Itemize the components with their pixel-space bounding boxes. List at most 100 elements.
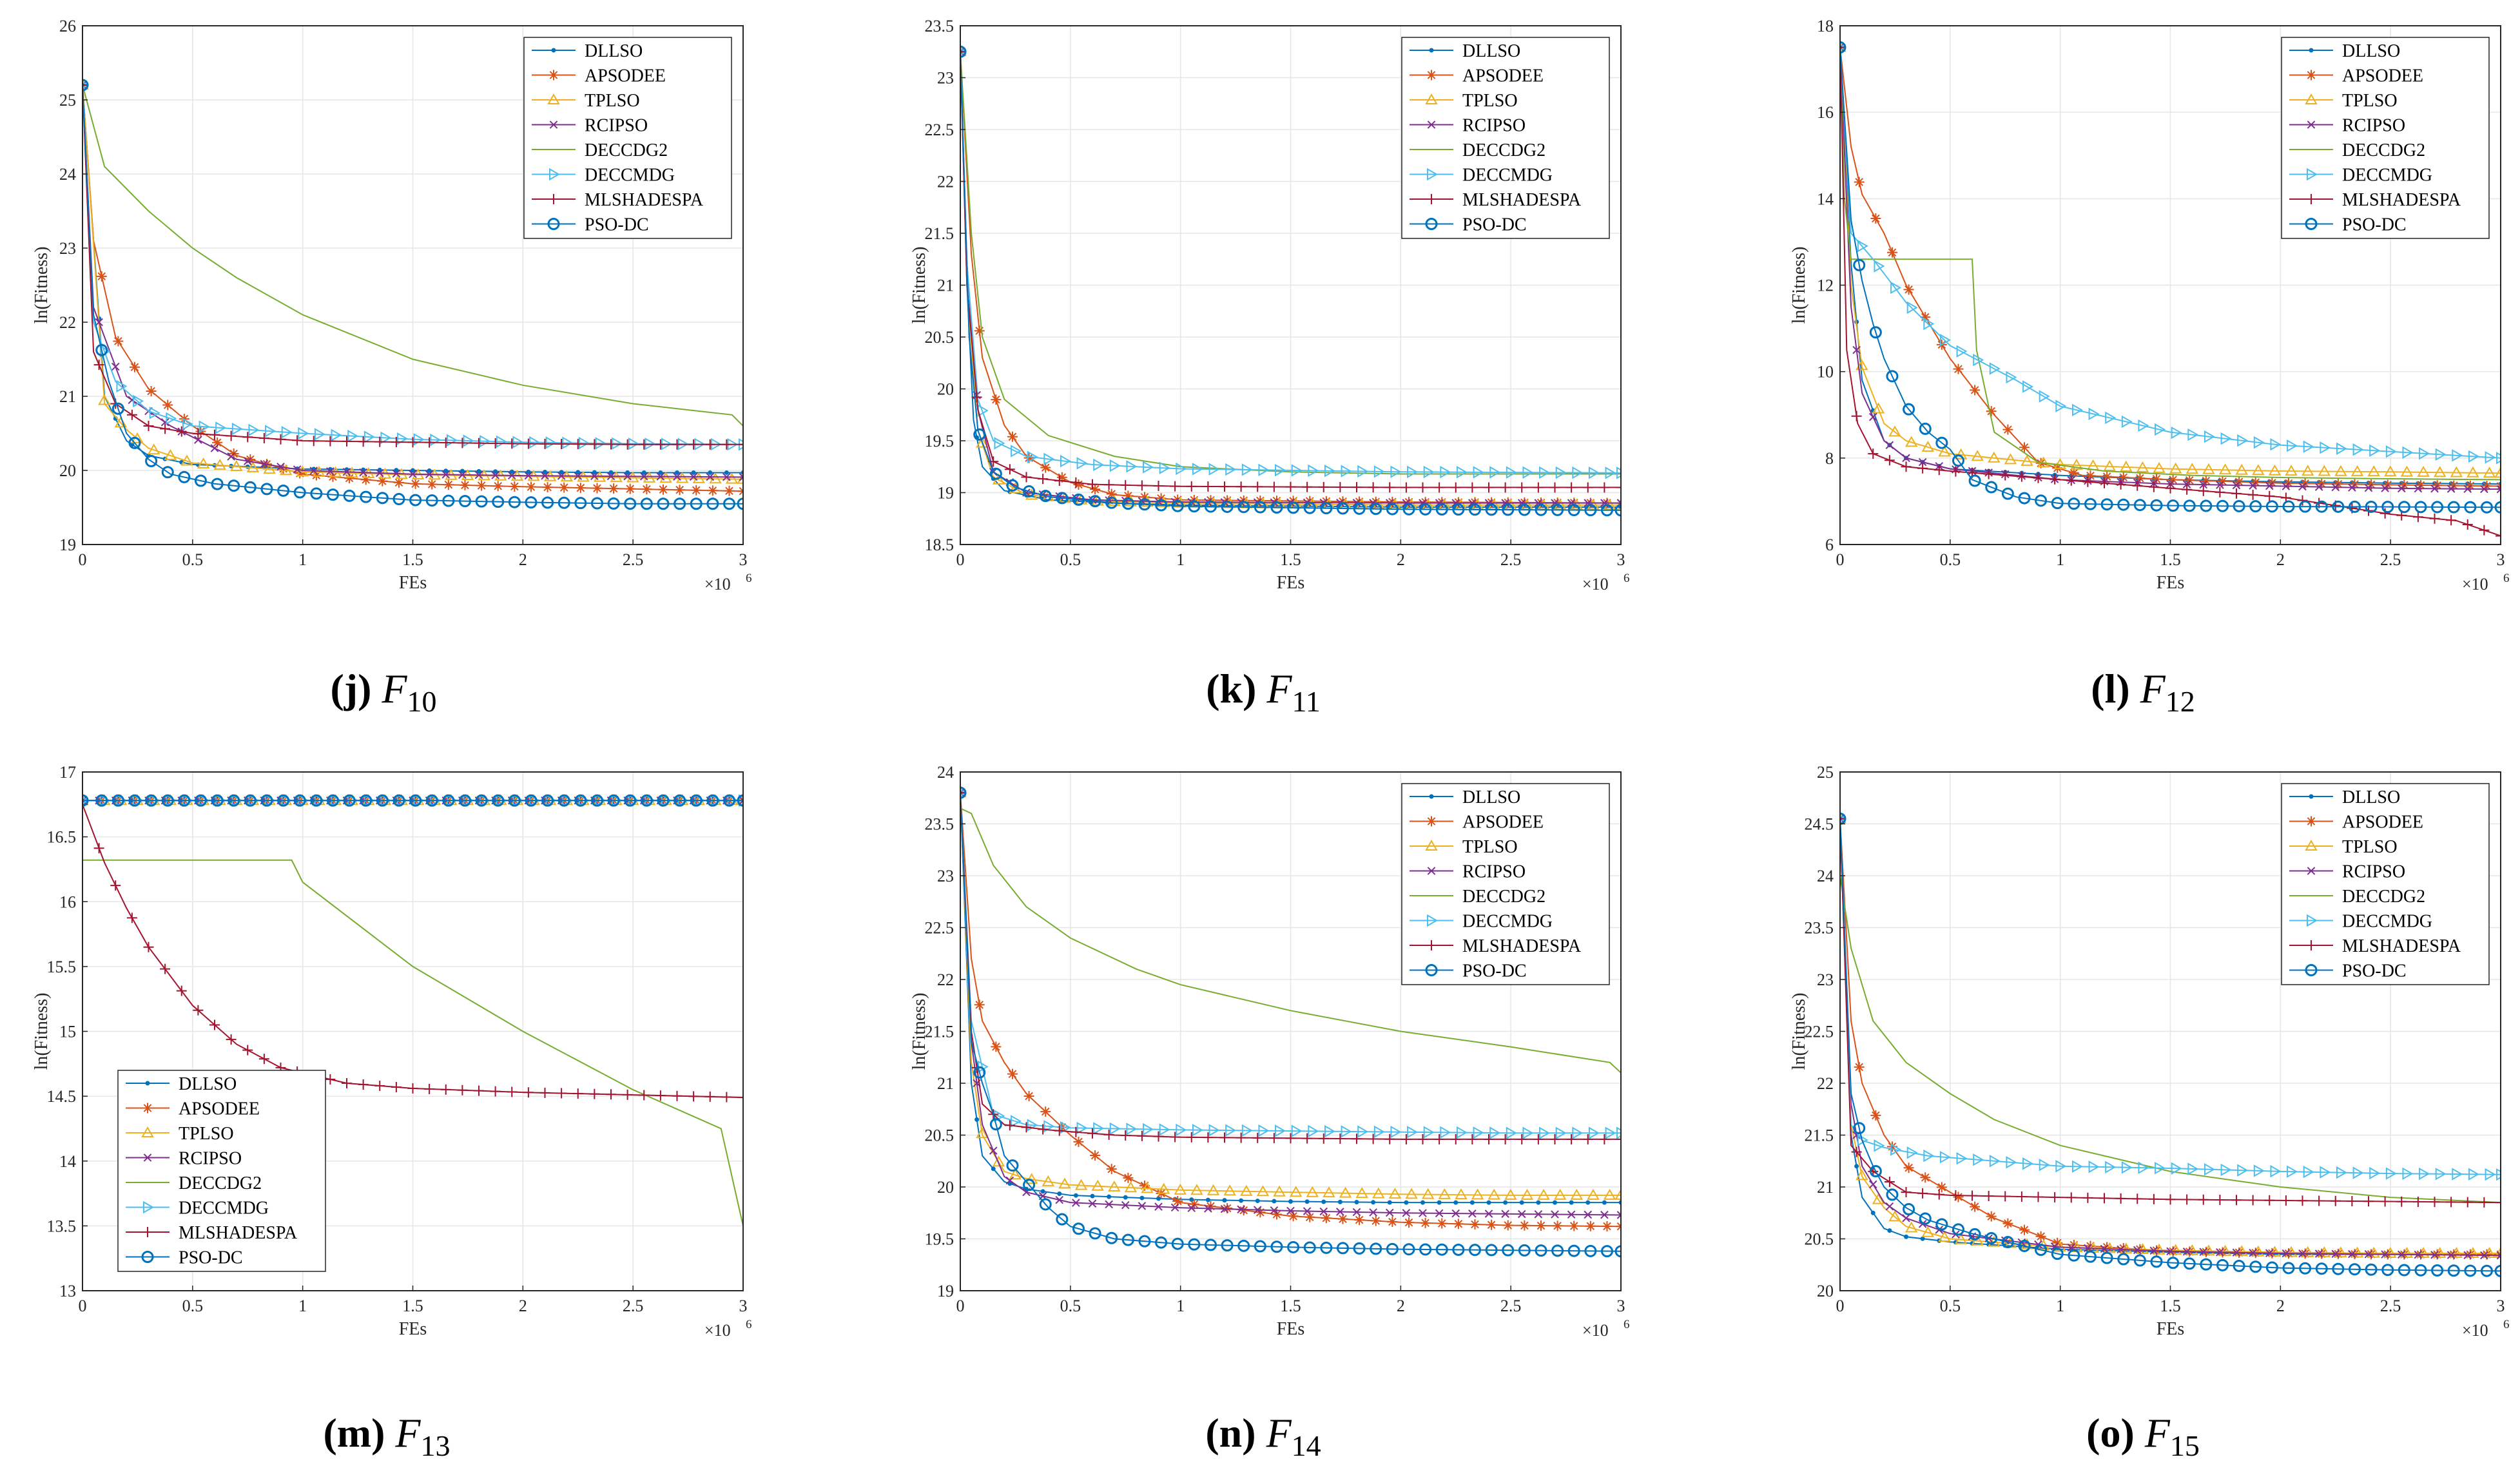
- marker-rcipso: [2199, 480, 2208, 489]
- marker-pso-dc: [194, 794, 207, 807]
- marker-mlshadespa: [391, 1082, 402, 1093]
- y-tick-label: 16: [59, 892, 76, 911]
- marker-mlshadespa: [2066, 475, 2077, 486]
- y-tick-label: 13.5: [47, 1217, 77, 1235]
- marker-pso-dc: [607, 794, 620, 807]
- marker-deccmdg: [2435, 1168, 2447, 1181]
- marker-rcipso: [2414, 484, 2423, 493]
- marker-deccmdg: [1390, 1125, 1402, 1139]
- x-tick-label: 0: [79, 550, 87, 569]
- marker-pso-dc: [541, 496, 554, 509]
- legend-label: DLLSO: [1462, 787, 1520, 807]
- marker-pso-dc: [260, 794, 273, 807]
- marker-tplso: [976, 1127, 989, 1139]
- marker-tplso: [1471, 1188, 1484, 1200]
- marker-rcipso: [541, 471, 549, 480]
- legend-label: MLSHADESPA: [2342, 936, 2461, 956]
- marker-rcipso: [739, 473, 743, 481]
- marker-mlshadespa: [2115, 1193, 2126, 1204]
- marker-mlshadespa: [1533, 482, 1544, 493]
- marker-rcipso: [2364, 1250, 2373, 1259]
- marker-pso-dc: [1270, 1240, 1283, 1253]
- marker-mlshadespa: [1450, 1133, 1461, 1144]
- marker-rcipso: [2182, 480, 2191, 488]
- marker-mlshadespa: [160, 963, 171, 974]
- marker-pso-dc: [228, 794, 240, 807]
- marker-pso-dc: [2381, 501, 2394, 514]
- x-tick-label: 0.5: [182, 550, 204, 569]
- marker-tplso: [2417, 465, 2430, 477]
- marker-mlshadespa: [1302, 1133, 1313, 1144]
- marker-deccmdg: [1357, 465, 1369, 478]
- series-line-deccdg2: [960, 807, 1621, 1074]
- series-line-pso-dc: [82, 84, 743, 505]
- legend: DLLSO APSODEE TPLSO RCIPSO DECCDG2 DECCMDG MLS…: [117, 1070, 326, 1272]
- marker-pso-dc: [1869, 1165, 1882, 1178]
- marker-rcipso: [1840, 43, 1845, 52]
- marker-pso-dc: [1121, 497, 1134, 510]
- marker-pso-dc: [1886, 1188, 1899, 1201]
- legend-marker: [2309, 48, 2314, 53]
- marker-mlshadespa: [2347, 1195, 2358, 1206]
- caption-function: F: [1266, 666, 1292, 711]
- x-tick-label: 2: [1397, 1297, 1405, 1315]
- marker-mlshadespa: [308, 436, 319, 447]
- marker-pso-dc: [211, 794, 224, 807]
- marker-deccmdg: [1291, 464, 1303, 477]
- marker-deccmdg: [1324, 1124, 1335, 1138]
- marker-pso-dc: [960, 45, 967, 58]
- marker-deccmdg: [2287, 1165, 2298, 1178]
- marker-deccmdg: [331, 429, 342, 441]
- marker-deccmdg: [298, 427, 309, 440]
- marker-dllso: [1420, 1200, 1425, 1205]
- chart-panel-4: 0 0.5 1 1.5 2 2.5 3 13 13.5 14 14.5 15 15.5 16 16.5 17 ×…: [32, 763, 752, 1462]
- marker-mlshadespa: [2280, 1195, 2291, 1206]
- marker-deccmdg: [2303, 440, 2314, 453]
- marker-tplso: [2384, 465, 2397, 477]
- marker-pso-dc: [277, 794, 290, 807]
- marker-deccmdg: [1890, 1143, 1902, 1156]
- marker-pso-dc: [1502, 503, 1515, 516]
- marker-pso-dc: [1600, 1245, 1613, 1258]
- marker-tplso: [1488, 1188, 1500, 1200]
- marker-tplso: [1339, 1186, 1352, 1198]
- marker-tplso: [2186, 463, 2199, 474]
- marker-rcipso: [375, 468, 384, 477]
- marker-dllso: [1073, 1193, 1078, 1198]
- marker-tplso: [2334, 1246, 2347, 1258]
- marker-pso-dc: [326, 488, 339, 501]
- marker-deccmdg: [1407, 1126, 1419, 1139]
- marker-pso-dc: [590, 497, 603, 510]
- marker-apsodee: [1123, 1172, 1134, 1183]
- marker-pso-dc: [1452, 1243, 1465, 1256]
- marker-pso-dc: [1386, 503, 1399, 516]
- marker-deccmdg: [2468, 450, 2479, 463]
- y-tick-label: 20: [1817, 1282, 1834, 1300]
- marker-pso-dc: [1485, 503, 1498, 516]
- marker-pso-dc: [111, 402, 124, 415]
- marker-rcipso: [2331, 1249, 2340, 1259]
- marker-mlshadespa: [1884, 455, 1895, 466]
- marker-apsodee: [245, 454, 256, 465]
- marker-pso-dc: [1039, 490, 1052, 503]
- marker-apsodee: [1870, 213, 1881, 224]
- marker-pso-dc: [2494, 1264, 2501, 1277]
- y-tick-label: 20: [937, 380, 954, 399]
- marker-apsodee: [2151, 474, 2162, 485]
- marker-mlshadespa: [1268, 481, 1279, 492]
- marker-pso-dc: [82, 794, 89, 807]
- marker-pso-dc: [2117, 1253, 2130, 1266]
- marker-deccmdg: [1506, 466, 1517, 479]
- y-tick-label: 25: [59, 91, 76, 110]
- marker-apsodee: [377, 476, 388, 487]
- marker-mlshadespa: [126, 409, 137, 420]
- marker-pso-dc: [2315, 1262, 2328, 1275]
- marker-rcipso: [82, 796, 87, 805]
- marker-rcipso: [1105, 1200, 1113, 1209]
- marker-deccmdg: [2187, 428, 2199, 441]
- y-tick-label: 18: [1817, 17, 1834, 35]
- marker-pso-dc: [161, 794, 174, 807]
- marker-tplso: [1174, 1183, 1187, 1195]
- marker-pso-dc: [277, 484, 290, 497]
- legend-label: DECCDG2: [585, 140, 668, 160]
